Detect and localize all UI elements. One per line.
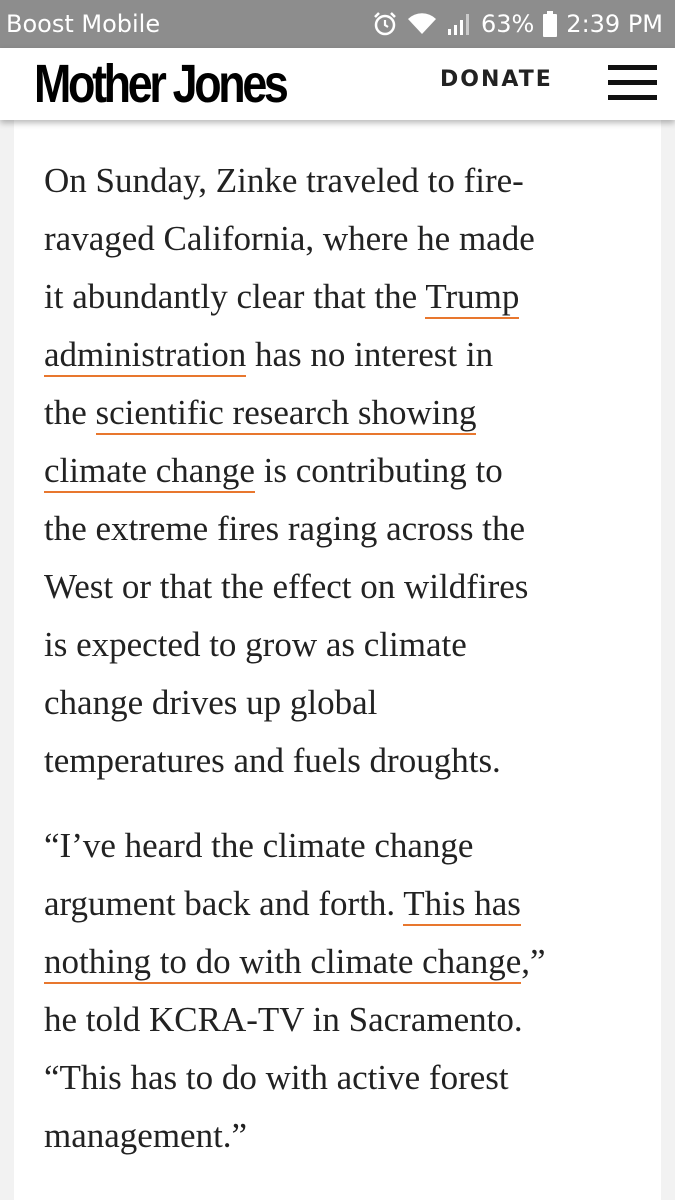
text-line: he told KCRA-TV in Sacramento. xyxy=(44,1000,523,1039)
text-segment: has no interest in xyxy=(246,335,494,374)
article-paragraph-1: On Sunday, Zinke traveled to fire- ravag… xyxy=(44,152,644,790)
hamburger-menu-icon[interactable] xyxy=(608,65,657,101)
battery-icon xyxy=(543,11,558,37)
battery-percent: 63% xyxy=(480,10,535,38)
text-line: ravaged California, where he made xyxy=(44,219,535,258)
text-line: the extreme fires raging across the xyxy=(44,509,526,548)
article-paragraph-2: “I’ve heard the climate change argument … xyxy=(44,817,644,1165)
text-segment: it abundantly clear that the xyxy=(44,277,426,316)
text-line: argument back and forth. This has xyxy=(44,875,644,933)
status-right: 63% 2:39 PM xyxy=(372,10,663,38)
text-line: administration has no interest in xyxy=(44,326,644,384)
site-header: Mother Jones DONATE xyxy=(0,48,675,120)
text-line: it abundantly clear that the Trump xyxy=(44,268,644,326)
article-body: On Sunday, Zinke traveled to fire- ravag… xyxy=(14,120,661,1200)
link-scientific-research[interactable]: scientific research showing xyxy=(95,393,477,435)
carrier-name: Boost Mobile xyxy=(6,10,161,38)
link-nothing-to-do-with-climate-change-cont[interactable]: nothing to do with climate change xyxy=(44,942,522,984)
text-line: nothing to do with climate change,” xyxy=(44,933,644,991)
signal-icon xyxy=(446,12,472,36)
link-nothing-to-do-with-climate-change[interactable]: This has xyxy=(403,884,521,926)
status-bar: Boost Mobile 63% xyxy=(0,0,675,48)
text-line: change drives up global xyxy=(44,683,378,722)
text-line: the scientific research showing xyxy=(44,384,644,442)
wifi-icon xyxy=(407,12,437,36)
site-logo[interactable]: Mother Jones xyxy=(34,54,289,114)
clock: 2:39 PM xyxy=(566,10,663,38)
text-segment: is contributing to xyxy=(254,451,503,490)
link-scientific-research-cont[interactable]: climate change xyxy=(44,451,255,493)
text-segment: argument back and forth. xyxy=(44,884,404,923)
status-left: Boost Mobile xyxy=(6,10,160,38)
text-segment: the xyxy=(44,393,96,432)
text-line: West or that the effect on wildfires xyxy=(44,567,529,606)
text-line: “This has to do with active forest xyxy=(44,1058,509,1097)
donate-button[interactable]: DONATE xyxy=(440,67,553,92)
text-line: climate change is contributing to xyxy=(44,442,644,500)
text-line: management.” xyxy=(44,1116,248,1155)
text-line: “I’ve heard the climate change xyxy=(44,826,474,865)
text-segment: ,” xyxy=(521,942,546,981)
link-trump-administration[interactable]: Trump xyxy=(425,277,520,319)
text-line: temperatures and fuels droughts. xyxy=(44,741,501,780)
alarm-icon xyxy=(372,11,398,37)
text-line: is expected to grow as climate xyxy=(44,625,467,664)
text-line: On Sunday, Zinke traveled to fire- xyxy=(44,161,524,200)
link-trump-administration-cont[interactable]: administration xyxy=(44,335,247,377)
